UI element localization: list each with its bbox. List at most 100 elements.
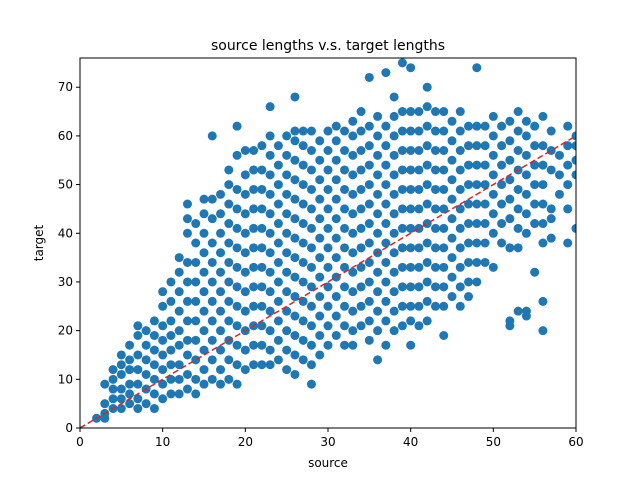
data-point <box>340 262 350 272</box>
data-point <box>397 146 407 155</box>
data-point <box>414 184 424 194</box>
data-point <box>505 175 515 185</box>
data-point <box>331 292 341 302</box>
data-point <box>430 282 440 292</box>
data-point <box>315 272 325 282</box>
data-point <box>447 194 457 204</box>
data-point <box>464 257 474 267</box>
data-point <box>348 326 358 336</box>
data-point <box>480 199 490 209</box>
data-point <box>513 184 523 194</box>
data-point <box>497 160 507 170</box>
data-point <box>116 384 126 394</box>
data-point <box>282 287 292 297</box>
data-point <box>149 360 159 370</box>
data-point <box>455 243 465 253</box>
data-point <box>216 326 226 336</box>
data-point <box>182 335 192 345</box>
data-point <box>480 121 490 131</box>
data-point <box>364 141 374 151</box>
data-point <box>364 72 374 82</box>
data-point <box>298 296 308 306</box>
data-point <box>513 107 523 117</box>
data-point <box>108 374 118 384</box>
y-tick-label: 60 <box>58 129 73 143</box>
data-point <box>488 111 498 121</box>
data-point <box>414 321 424 331</box>
data-point <box>364 199 374 209</box>
x-tick-label: 20 <box>238 435 253 449</box>
data-point <box>323 321 333 331</box>
data-point <box>207 214 217 224</box>
data-point <box>207 374 217 384</box>
data-point <box>273 316 283 326</box>
data-point <box>373 170 383 180</box>
data-point <box>232 379 242 389</box>
data-point <box>488 150 498 160</box>
data-point <box>521 306 531 316</box>
data-point <box>315 194 325 204</box>
data-point <box>232 301 242 311</box>
data-point <box>216 287 226 297</box>
data-point <box>224 238 234 248</box>
data-point <box>397 321 407 331</box>
data-point <box>406 223 416 233</box>
data-point <box>480 238 490 248</box>
data-point <box>521 189 531 199</box>
data-point <box>554 150 564 160</box>
data-point <box>538 296 548 306</box>
data-point <box>546 146 556 155</box>
data-point <box>397 282 407 292</box>
data-point <box>166 360 176 370</box>
data-point <box>455 126 465 136</box>
data-point <box>207 296 217 306</box>
data-point <box>373 111 383 121</box>
data-point <box>538 219 548 229</box>
data-point <box>232 321 242 331</box>
data-point <box>389 209 399 219</box>
data-point <box>406 165 416 175</box>
data-point <box>323 282 333 292</box>
data-point <box>298 141 308 151</box>
data-point <box>340 282 350 292</box>
data-point <box>141 340 151 350</box>
data-point <box>397 126 407 136</box>
data-point <box>430 301 440 311</box>
data-point <box>273 180 283 190</box>
data-point <box>406 126 416 136</box>
data-point <box>232 150 242 160</box>
data-point <box>331 155 341 165</box>
data-point <box>373 228 383 238</box>
data-point <box>232 243 242 253</box>
data-point <box>273 335 283 345</box>
data-point <box>422 141 432 151</box>
data-point <box>331 121 341 131</box>
data-point <box>315 155 325 165</box>
data-point <box>282 189 292 199</box>
data-point <box>340 243 350 253</box>
data-point <box>306 223 316 233</box>
data-point <box>356 204 366 214</box>
data-point <box>530 199 540 209</box>
data-point <box>216 209 226 219</box>
data-point <box>480 160 490 170</box>
data-point <box>340 223 350 233</box>
data-point <box>306 301 316 311</box>
data-point <box>430 262 440 272</box>
data-point <box>348 248 358 258</box>
data-point <box>265 170 275 180</box>
data-point <box>240 248 250 258</box>
data-point <box>381 257 391 267</box>
data-point <box>530 267 540 277</box>
data-point <box>497 121 507 131</box>
data-point <box>356 321 366 331</box>
data-point <box>224 374 234 384</box>
data-point <box>505 155 515 165</box>
data-point <box>373 326 383 336</box>
data-point <box>273 199 283 209</box>
data-point <box>422 277 432 287</box>
data-point <box>331 214 341 224</box>
data-point <box>191 277 201 287</box>
data-point <box>232 223 242 233</box>
data-point <box>323 184 333 194</box>
